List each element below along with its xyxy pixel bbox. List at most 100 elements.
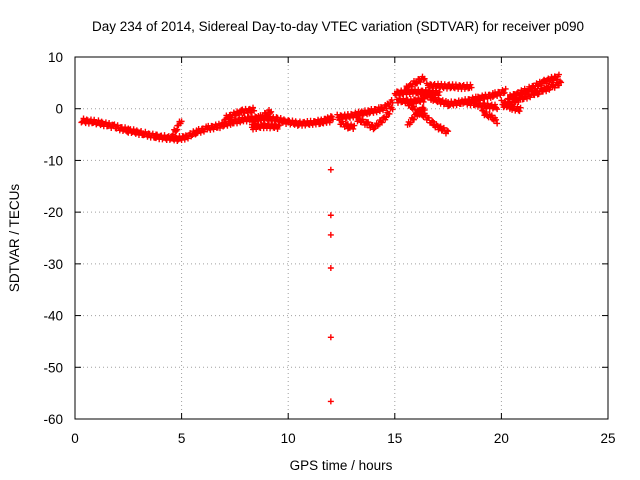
data-point	[388, 97, 395, 104]
data-point	[142, 128, 149, 135]
data-point	[376, 108, 383, 115]
outlier-point	[327, 212, 334, 219]
x-tick-label: 0	[71, 431, 79, 446]
data-point	[429, 117, 436, 124]
data-point	[274, 125, 281, 132]
data-point	[405, 86, 412, 93]
data-point	[420, 98, 427, 105]
data-point	[370, 126, 377, 133]
data-point	[404, 98, 411, 105]
data-point	[414, 80, 421, 87]
data-track	[504, 71, 562, 103]
x-tick-label: 5	[178, 431, 186, 446]
data-point	[414, 113, 421, 120]
data-point	[138, 128, 145, 135]
x-axis-label: GPS time / hours	[290, 458, 393, 473]
data-track	[372, 104, 396, 129]
data-point	[523, 88, 530, 95]
data-point	[501, 89, 508, 96]
data-point	[421, 106, 428, 113]
data-point	[517, 104, 524, 111]
y-tick-label: -40	[43, 309, 63, 324]
outlier-point	[327, 231, 334, 238]
data-point	[418, 109, 425, 116]
data-point	[430, 118, 437, 125]
data-point	[531, 85, 538, 92]
data-point	[410, 116, 417, 123]
data-point	[501, 98, 508, 105]
data-point	[106, 119, 113, 126]
plot-frame	[74, 56, 609, 420]
data-point	[440, 124, 447, 131]
data-point	[494, 106, 501, 113]
data-point	[268, 108, 275, 115]
data-point	[369, 122, 376, 129]
data-point	[161, 132, 168, 139]
data-point	[359, 116, 366, 123]
data-point	[95, 117, 102, 124]
data-point	[502, 85, 509, 92]
data-point	[216, 125, 223, 132]
data-point	[174, 126, 181, 133]
y-tick-label: -60	[43, 412, 63, 427]
data-point	[543, 88, 550, 95]
data-point	[432, 94, 439, 101]
data-point	[197, 129, 204, 136]
data-point	[550, 77, 557, 84]
data-point	[351, 122, 358, 129]
data-point	[336, 117, 343, 124]
data-point	[275, 122, 282, 129]
outlier-point	[327, 334, 334, 341]
data-track	[417, 106, 452, 137]
data-point	[528, 87, 535, 94]
y-tick-label: 10	[48, 50, 63, 65]
data-point	[512, 93, 519, 100]
data-point	[383, 114, 390, 121]
x-tick-label: 25	[600, 431, 615, 446]
data-point	[553, 76, 560, 83]
data-point	[481, 112, 488, 119]
y-tick-label: -50	[43, 360, 63, 375]
data-point	[236, 111, 243, 118]
outlier-point	[327, 264, 334, 271]
data-point	[193, 130, 200, 137]
data-point	[267, 110, 274, 117]
data-point	[450, 84, 457, 91]
data-point	[420, 76, 427, 83]
data-point	[320, 120, 327, 127]
data-point	[260, 114, 267, 121]
data-point	[498, 97, 505, 104]
data-point	[489, 94, 496, 101]
data-point	[263, 112, 270, 119]
data-point	[116, 127, 123, 134]
data-point	[149, 130, 156, 137]
data-point	[225, 116, 232, 123]
data-track	[404, 104, 428, 128]
data-point	[516, 108, 523, 115]
data-point	[407, 100, 414, 107]
data-point	[377, 118, 384, 125]
data-track	[170, 118, 185, 138]
data-track	[315, 113, 336, 128]
data-point	[543, 80, 550, 87]
data-point	[407, 119, 414, 126]
data-track	[479, 107, 501, 127]
data-point	[111, 121, 118, 128]
data-point	[350, 125, 357, 132]
data-point	[467, 81, 474, 88]
data-point	[250, 104, 257, 111]
data-track	[402, 73, 428, 94]
data-point	[523, 95, 530, 102]
data-point	[509, 95, 516, 102]
data-point	[402, 87, 409, 94]
data-track	[336, 117, 358, 132]
data-point	[80, 115, 87, 122]
data-point	[493, 116, 500, 123]
data-point	[220, 123, 227, 130]
data-point	[410, 103, 417, 110]
data-point	[538, 82, 545, 89]
data-point	[224, 122, 231, 129]
data-point	[234, 120, 241, 127]
data-point	[130, 126, 137, 133]
data-track	[464, 98, 501, 113]
